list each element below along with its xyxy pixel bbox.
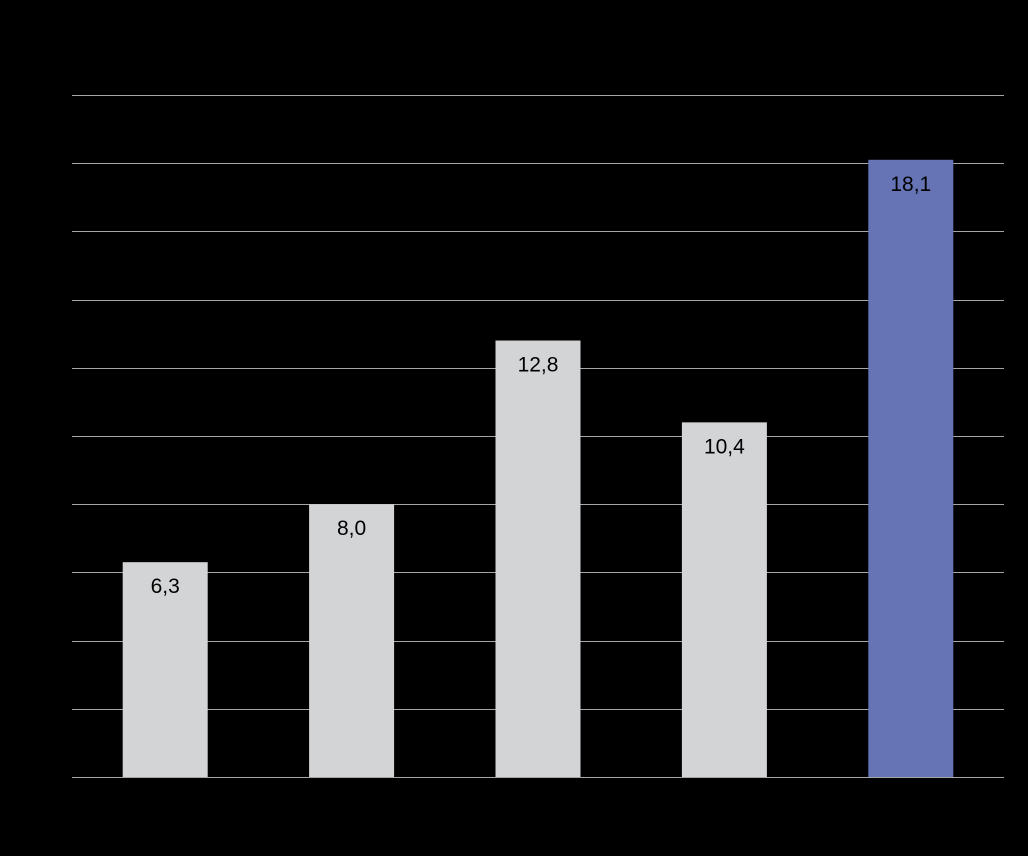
data-label: 18,1 [890, 173, 931, 196]
data-label: 10,4 [704, 435, 745, 458]
bars [122, 159, 954, 778]
bar [495, 340, 581, 777]
data-label: 8,0 [337, 517, 366, 540]
bar [309, 504, 395, 777]
data-labels: 6,3 8,0 12,8 10,4 18,1 [151, 173, 932, 598]
bar [681, 422, 767, 777]
data-label: 12,8 [518, 354, 559, 377]
data-label: 6,3 [151, 575, 180, 598]
bar [122, 562, 208, 777]
bar [868, 159, 954, 778]
